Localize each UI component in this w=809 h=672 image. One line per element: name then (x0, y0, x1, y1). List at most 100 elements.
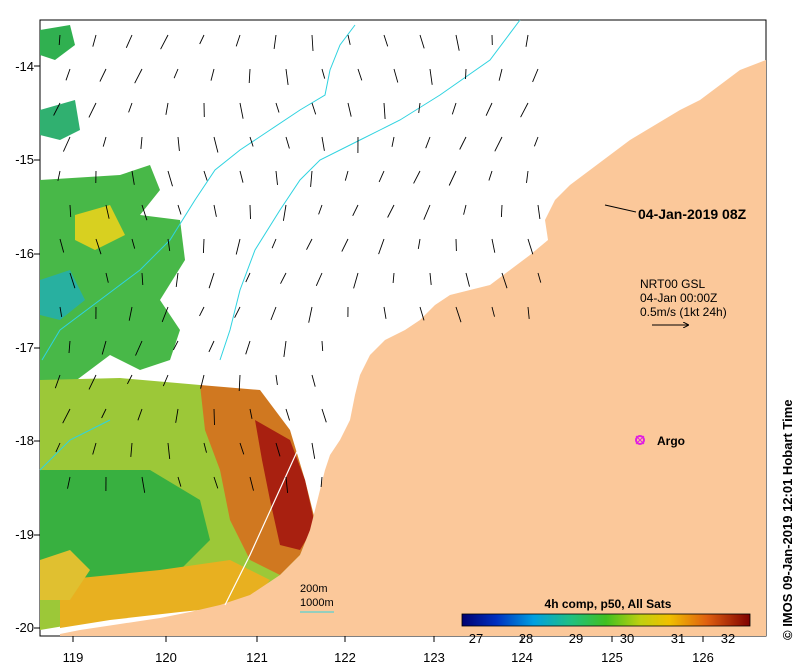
current-vector (99, 68, 107, 82)
current-vector (321, 408, 327, 423)
current-vector (213, 204, 217, 217)
current-legend-line3: 0.5m/s (1kt 24h) (640, 305, 727, 319)
current-vector (199, 34, 205, 45)
current-vector (210, 68, 215, 81)
current-vector (92, 442, 97, 455)
current-vector (465, 68, 467, 80)
current-vector (130, 442, 133, 457)
timestamp-leader (604, 204, 637, 213)
colorbar-tick: 28 (519, 631, 533, 646)
current-vector (245, 272, 251, 283)
current-vector (249, 204, 251, 220)
isobath-200m-line (224, 444, 301, 606)
current-vector (200, 374, 205, 389)
current-vector (425, 136, 431, 149)
current-vector (501, 272, 508, 289)
current-vector (69, 272, 76, 289)
current-vector (393, 68, 399, 83)
current-vector (485, 102, 493, 116)
current-vector (53, 102, 61, 116)
current-vector (321, 136, 325, 151)
current-vector (234, 306, 241, 318)
current-vector (419, 34, 425, 49)
current-vector (520, 102, 529, 118)
current-vector (160, 34, 169, 50)
current-vector (59, 306, 63, 317)
current-vector (448, 170, 457, 186)
colorbar-tick: 31 (671, 631, 685, 646)
x-tick-label: 126 (692, 650, 714, 665)
x-tick-label: 125 (601, 650, 623, 665)
current-vector (498, 68, 503, 81)
current-vector (378, 238, 385, 255)
current-vector (383, 306, 387, 319)
current-vector (161, 306, 169, 323)
current-vector (285, 408, 291, 421)
y-tick-label: -14 (15, 59, 34, 74)
current-vector (418, 102, 421, 113)
current-vector (391, 136, 395, 147)
current-vector (125, 34, 133, 48)
current-vector (308, 306, 313, 323)
current-vector (69, 204, 72, 218)
current-vector (537, 272, 542, 283)
current-vector (162, 374, 169, 387)
current-vector (202, 238, 205, 254)
current-vector (533, 136, 539, 147)
isobath-legend-1000m: 1000m (300, 597, 334, 609)
current-vector (383, 34, 389, 47)
current-vector (318, 204, 323, 215)
current-vector (173, 340, 179, 351)
colorbar (461, 613, 751, 627)
current-vector (88, 374, 97, 390)
current-vector (213, 476, 219, 489)
current-vector (239, 102, 244, 119)
current-vector (387, 204, 395, 218)
isobath-lines (39, 19, 521, 471)
current-vector (134, 68, 143, 84)
current-vector (413, 170, 421, 184)
x-tick-label: 124 (511, 650, 533, 665)
current-vector (347, 102, 352, 117)
current-vector (353, 272, 359, 289)
current-vector (465, 272, 470, 287)
argo-label: Argo (657, 434, 685, 448)
y-axis: -14 -15 -16 -17 -18 -19 -20 (15, 59, 34, 635)
current-vector (347, 34, 351, 45)
current-vector (455, 306, 462, 323)
axis-tick-marks (34, 65, 704, 642)
current-vector (131, 238, 136, 249)
y-tick-label: -15 (15, 152, 34, 167)
x-tick-label: 123 (423, 650, 445, 665)
current-vector (131, 170, 135, 185)
y-tick-label: -18 (15, 433, 34, 448)
current-vector (62, 136, 71, 152)
current-legend-line1: NRT00 GSL (640, 277, 705, 291)
current-vector (275, 442, 281, 457)
current-vector (275, 170, 278, 185)
current-vector (341, 238, 349, 252)
current-vector (235, 238, 241, 255)
current-vector (311, 442, 316, 459)
current-vector (238, 374, 241, 392)
current-vector (141, 272, 144, 286)
current-vector (459, 136, 467, 150)
current-vector (526, 170, 529, 183)
colorbar-tick: 32 (721, 631, 735, 646)
current-vector (101, 340, 107, 355)
current-vector (67, 476, 71, 489)
current-vector (249, 408, 253, 419)
current-vector (105, 272, 109, 283)
current-vector (101, 408, 107, 419)
current-vector (275, 374, 278, 385)
current-vector (208, 340, 215, 353)
current-vector (102, 136, 107, 147)
current-vector (173, 68, 179, 79)
current-vector (527, 238, 534, 255)
current-vector (491, 306, 495, 317)
current-vector (127, 374, 133, 385)
current-vector (527, 306, 530, 319)
current-vector (57, 170, 61, 181)
x-axis: 119 120 121 122 123 124 125 126 (63, 650, 714, 665)
